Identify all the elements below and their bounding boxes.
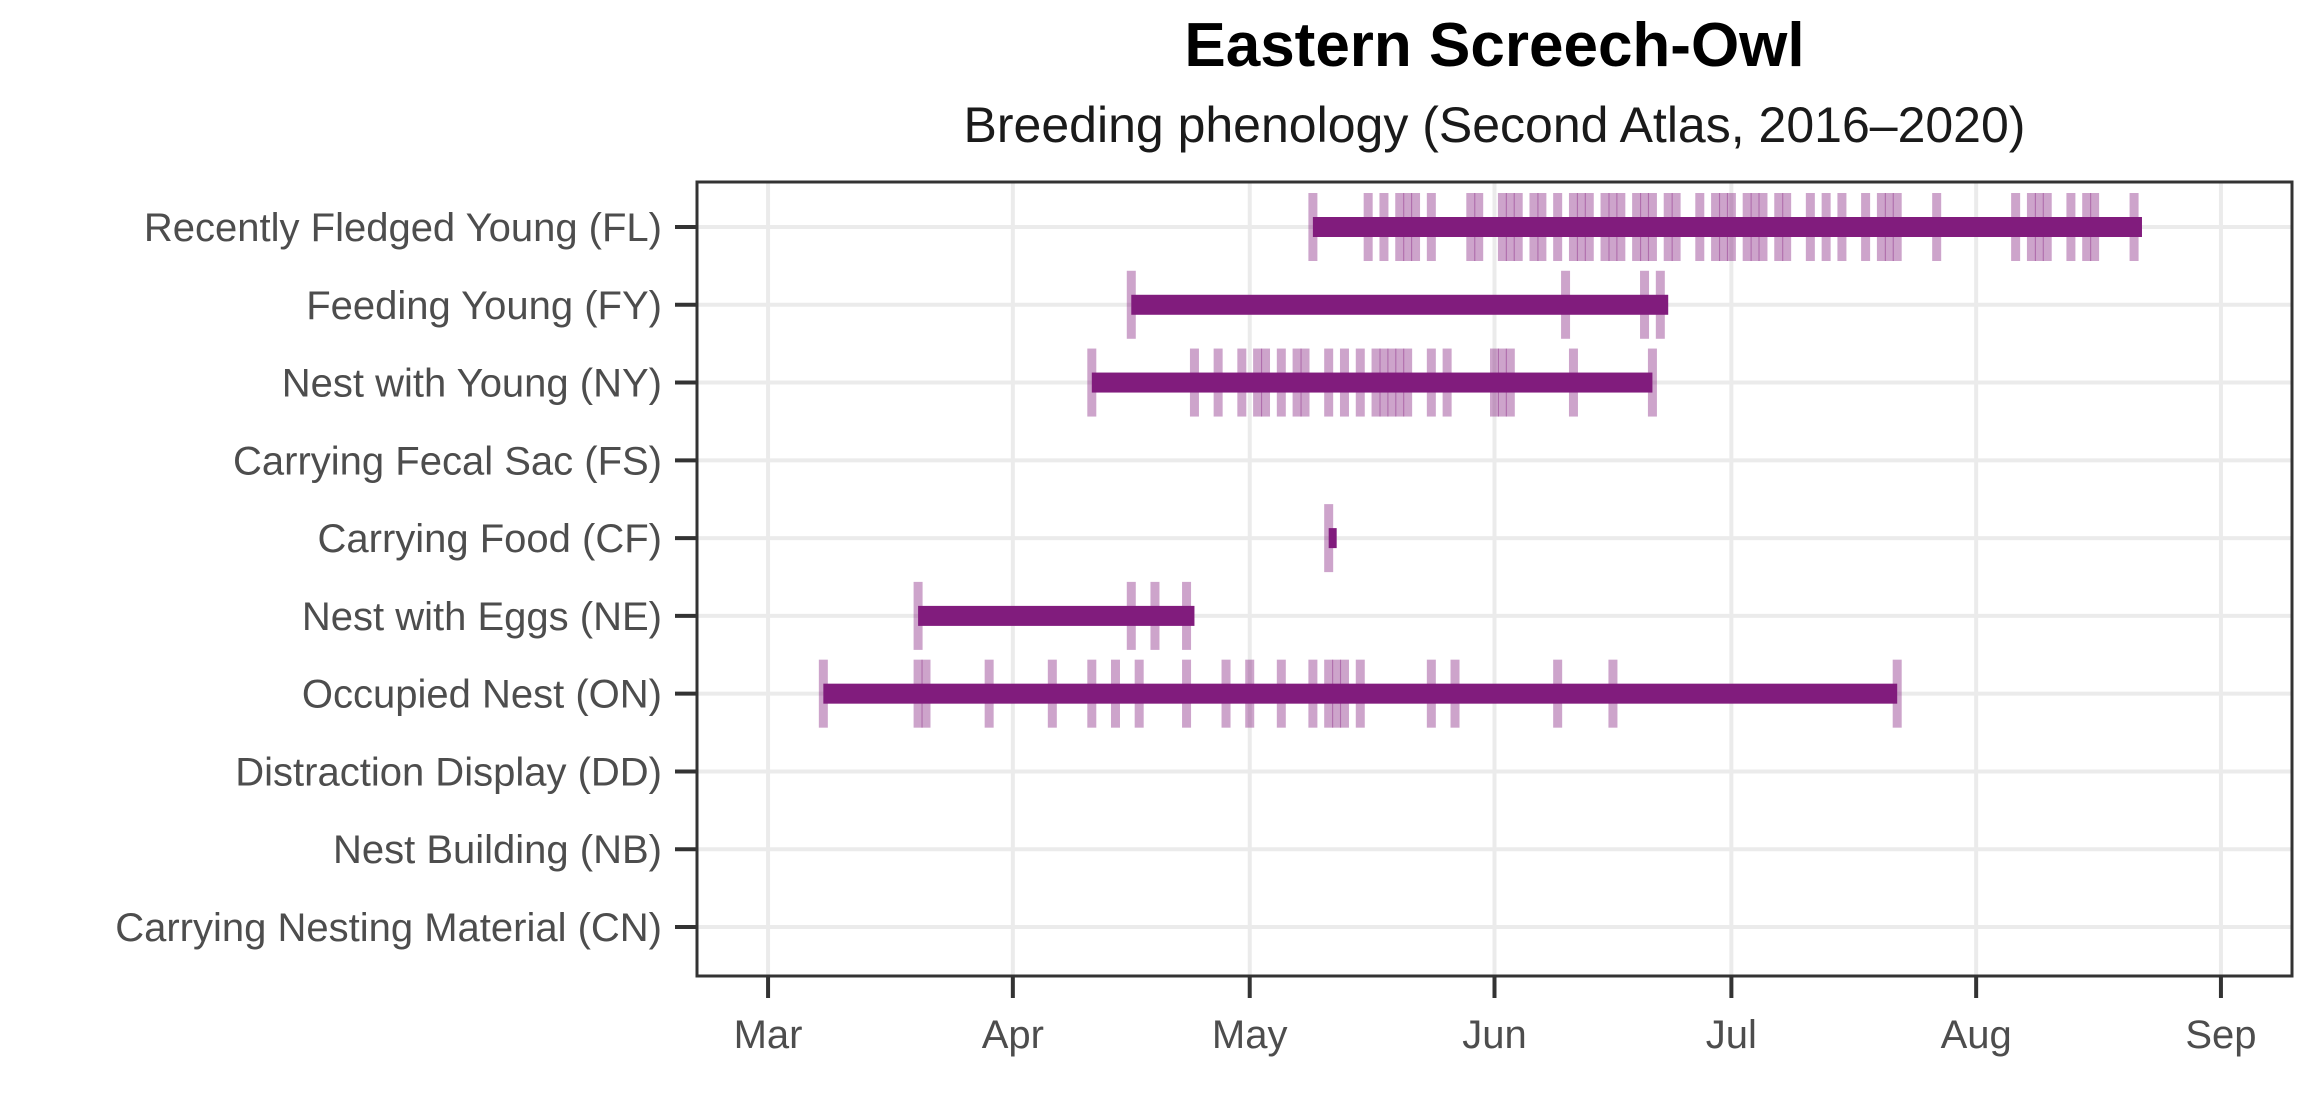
x-axis-label-Sep: Sep <box>2185 1013 2256 1057</box>
y-axis-label-DD: Distraction Display (DD) <box>235 750 662 794</box>
phenology-bar-FY <box>1131 294 1669 315</box>
phenology-bar-FL <box>1312 217 2142 237</box>
x-axis-label-Apr: Apr <box>982 1013 1044 1057</box>
x-axis-label-May: May <box>1212 1013 1288 1057</box>
y-axis-label-NB: Nest Building (NB) <box>333 828 662 872</box>
phenology-bar-NY <box>1091 372 1653 393</box>
chart-title: Eastern Screech-Owl <box>1184 11 1805 80</box>
phenology-bar-ON <box>823 683 1898 704</box>
x-axis-label-Aug: Aug <box>1941 1013 2012 1057</box>
y-axis-label-FY: Feeding Young (FY) <box>306 284 662 328</box>
y-axis-label-NY: Nest with Young (NY) <box>282 362 662 406</box>
y-axis-label-ON: Occupied Nest (ON) <box>302 673 662 717</box>
y-axis-label-CF: Carrying Food (CF) <box>317 517 662 561</box>
phenology-bar-NE <box>918 605 1195 626</box>
y-axis-label-NE: Nest with Eggs (NE) <box>302 595 662 639</box>
x-axis-label-Jun: Jun <box>1462 1013 1527 1057</box>
y-axis-label-CN: Carrying Nesting Material (CN) <box>115 906 662 950</box>
x-axis-label-Mar: Mar <box>734 1013 803 1057</box>
y-axis-label-FL: Recently Fledged Young (FL) <box>144 206 662 250</box>
y-axis-label-FS: Carrying Fecal Sac (FS) <box>233 439 662 483</box>
phenology-bar-CF <box>1328 528 1337 549</box>
x-axis-label-Jul: Jul <box>1706 1013 1757 1057</box>
chart-subtitle: Breeding phenology (Second Atlas, 2016–2… <box>963 97 2026 153</box>
